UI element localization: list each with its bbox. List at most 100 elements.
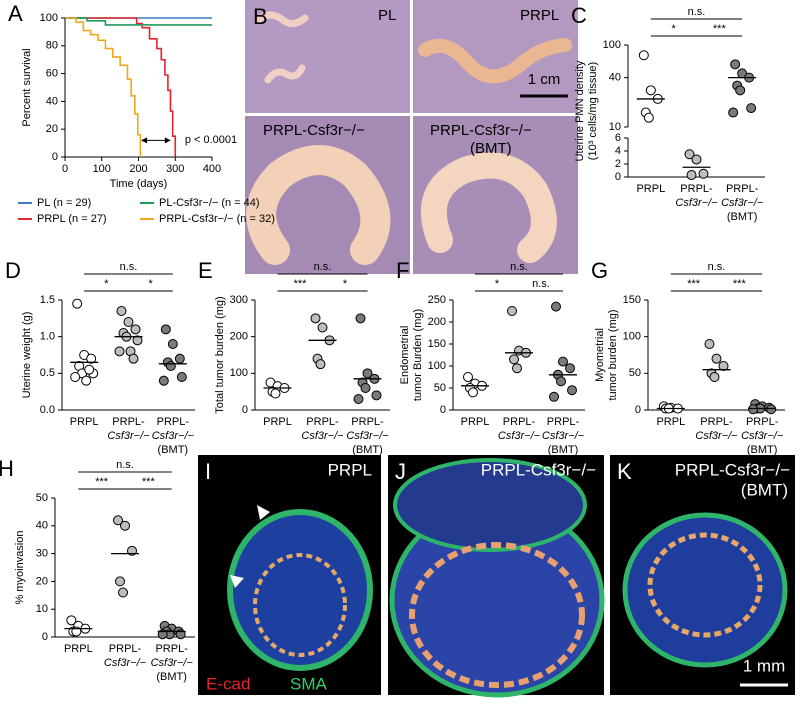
- x-tick-label: PRPL-: [109, 643, 142, 655]
- data-point: [565, 363, 575, 374]
- y-tick-label: 150: [623, 294, 641, 306]
- x-tick-label: PRPL-: [503, 416, 536, 428]
- uterus: [418, 38, 572, 84]
- significance-label: *: [149, 278, 154, 290]
- x-tick-label: Csf3r−/−: [107, 430, 150, 442]
- y-axis-label: Endometrial: [399, 326, 411, 385]
- y-axis-label: Myometrial: [594, 328, 606, 382]
- data-point: [371, 390, 382, 401]
- x-tick-label: PRPL-: [157, 416, 190, 428]
- y-tick-label: 100: [40, 12, 58, 24]
- x-tick-label: (BMT): [548, 444, 579, 456]
- significance-label: ***: [713, 23, 727, 35]
- data-point: [684, 149, 695, 160]
- photo-text: B PL PRPL PRPL-Csf3r−/− PRPL-Csf3r−/− (B…: [205, 4, 790, 694]
- x-tick-label: Csf3r−/−: [498, 430, 541, 442]
- significance-label: n.s.: [116, 459, 134, 471]
- data-point: [549, 391, 559, 402]
- data-point: [567, 385, 577, 396]
- data-point: [728, 107, 739, 118]
- x-tick-label: PRPL: [636, 183, 665, 195]
- data-point: [123, 317, 134, 327]
- y-axis-label: tumor burden (mg): [607, 309, 619, 400]
- data-point: [766, 404, 777, 415]
- photo-label: PRPL: [520, 7, 559, 24]
- y-tick-label: 100: [623, 331, 641, 343]
- data-point: [81, 375, 92, 386]
- data-point: [558, 356, 568, 367]
- x-tick-label: (BMT): [747, 444, 778, 456]
- data-point: [512, 363, 522, 374]
- data-point: [174, 353, 185, 364]
- data-point: [691, 154, 702, 165]
- data-point: [165, 361, 176, 371]
- scale-label: 1 cm: [528, 71, 561, 88]
- data-point: [317, 322, 328, 333]
- data-point: [638, 50, 649, 61]
- x-tick-label: 100: [93, 163, 111, 175]
- data-point: [120, 520, 130, 531]
- glands: [409, 542, 585, 688]
- legend-label: PRPL-Csf3r−/− (n = 32): [159, 213, 275, 225]
- data-point: [70, 372, 81, 382]
- uterus: [246, 145, 391, 265]
- x-tick-label: Csf3r−/−: [151, 657, 194, 669]
- panel-label: I: [205, 459, 211, 484]
- data-point: [114, 346, 125, 357]
- data-point: [711, 353, 722, 364]
- photo-label: PRPL-Csf3r−/−: [481, 460, 596, 479]
- y-tick-label: 1.0: [40, 331, 55, 343]
- y-tick-label: 20: [36, 575, 48, 587]
- arrowhead: [164, 137, 171, 144]
- data-point: [730, 59, 741, 70]
- x-tick-label: Csf3r−/−: [542, 430, 585, 442]
- significance-label: ***: [95, 476, 109, 488]
- glands: [647, 532, 763, 638]
- data-point: [118, 587, 128, 598]
- legend-label: PL (n = 29): [37, 197, 91, 209]
- data-point: [115, 576, 125, 587]
- y-tick-label: 20: [46, 123, 58, 135]
- arrowhead: [141, 137, 148, 144]
- x-tick-label: PRPL-: [547, 416, 580, 428]
- photo-label: (BMT): [470, 140, 512, 157]
- x-tick-label: PRPL-: [351, 416, 384, 428]
- y-tick-label: 0.0: [40, 404, 55, 416]
- y-tick-label: 6: [615, 132, 621, 144]
- panel-label: E: [198, 258, 213, 283]
- panel-label: K: [617, 459, 632, 484]
- y-axis-label: Total tumor burden (mg): [214, 296, 226, 413]
- x-tick-label: 0: [62, 163, 68, 175]
- significance-label: *: [104, 278, 109, 290]
- panel-label: D: [5, 258, 21, 283]
- glands: [253, 553, 347, 657]
- scale-label: 1 mm: [743, 656, 786, 675]
- stain-label: SMA: [290, 674, 328, 693]
- y-axis-label: Uterine PMN density: [574, 60, 586, 161]
- y-tick-label: 100: [428, 360, 446, 372]
- significance-label: n.s.: [532, 278, 550, 290]
- x-tick-label: Csf3r−/−: [675, 197, 718, 209]
- significance-label: n.s.: [314, 261, 332, 273]
- y-tick-label: 0: [440, 404, 446, 416]
- y-tick-label: 40: [46, 95, 58, 107]
- x-tick-label: Csf3r−/−: [301, 430, 344, 442]
- photo-b: [245, 0, 578, 274]
- x-tick-label: (BMT): [156, 671, 187, 683]
- x-tick-label: PRPL-: [306, 416, 339, 428]
- uterus: [420, 152, 557, 263]
- data-point: [362, 368, 373, 379]
- y-tick-label: 50: [434, 382, 446, 394]
- survival-line: [65, 17, 177, 157]
- data-point: [84, 364, 95, 375]
- y-tick-label: 100: [230, 367, 248, 379]
- y-tick-label: 100: [603, 39, 621, 51]
- y-tick-label: 0: [615, 171, 621, 183]
- significance-label: ***: [142, 476, 156, 488]
- data-point: [130, 324, 141, 335]
- significance-label: ***: [294, 278, 308, 290]
- y-tick-label: 0.5: [40, 367, 55, 379]
- x-tick-label: 300: [166, 163, 184, 175]
- data-point: [176, 372, 187, 382]
